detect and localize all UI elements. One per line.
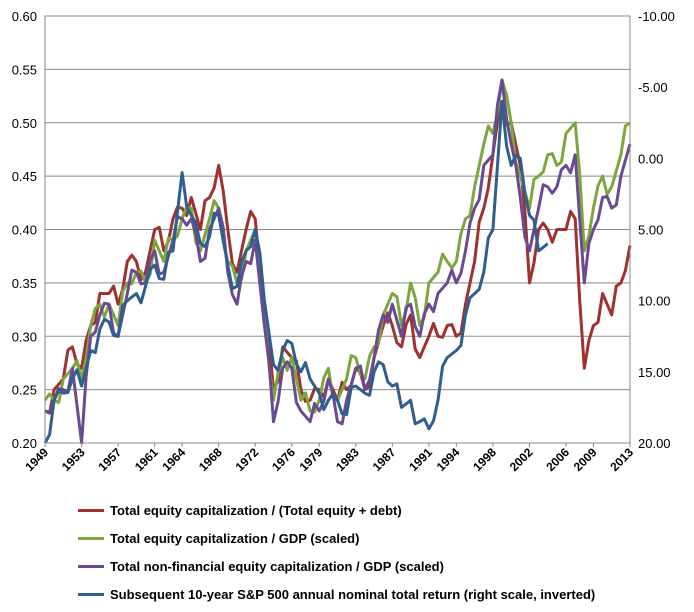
series-line-2 bbox=[43, 78, 631, 414]
legend-label: Subsequent 10-year S&P 500 annual nomina… bbox=[110, 586, 596, 602]
x-tick-label: 1983 bbox=[333, 445, 362, 474]
series-line-1 bbox=[44, 99, 632, 415]
legend-item-sp500-return: Subsequent 10-year S&P 500 annual nomina… bbox=[78, 580, 595, 608]
right-tick-label: -10.00 bbox=[638, 9, 675, 24]
right-tick-label: 10.00 bbox=[638, 294, 671, 309]
x-tick-label: 1968 bbox=[196, 445, 225, 474]
left-tick-label: 0.35 bbox=[12, 276, 37, 291]
left-tick-label: 0.50 bbox=[12, 116, 37, 131]
x-tick-label: 1953 bbox=[59, 445, 88, 474]
legend-label: Total non-financial equity capitalizatio… bbox=[110, 558, 444, 574]
series-line-3 bbox=[44, 78, 632, 445]
x-tick-label: 2013 bbox=[607, 445, 636, 474]
x-tick-label: 1976 bbox=[269, 445, 298, 474]
left-tick-label: 0.45 bbox=[12, 169, 37, 184]
left-tick-label: 0.25 bbox=[12, 383, 37, 398]
x-tick-label: 2009 bbox=[571, 445, 600, 474]
left-tick-label: 0.20 bbox=[12, 436, 37, 451]
x-tick-label: 1994 bbox=[434, 445, 463, 474]
x-tick-label: 1998 bbox=[470, 445, 499, 474]
x-tick-label: 2006 bbox=[543, 445, 572, 474]
x-tick-label: 1991 bbox=[406, 445, 435, 474]
legend-label: Total equity capitalization / GDP (scale… bbox=[110, 530, 360, 546]
x-tick-label: 1987 bbox=[370, 445, 399, 474]
grid-lines bbox=[45, 15, 630, 444]
plot-frame bbox=[44, 15, 631, 444]
x-tick-label: 1964 bbox=[159, 445, 188, 474]
legend-item-equity-gdp: Total equity capitalization / GDP (scale… bbox=[78, 524, 595, 552]
legend-swatch bbox=[78, 592, 104, 596]
right-tick-label: -5.00 bbox=[638, 80, 668, 95]
left-tick-label: 0.40 bbox=[12, 223, 37, 238]
series-lines bbox=[43, 78, 632, 445]
right-axis-ticks: 20.00 15.00 10.00 5.00 0.00 -5.00 -10.00 bbox=[638, 9, 675, 451]
legend: Total equity capitalization / (Total equ… bbox=[78, 496, 595, 608]
right-tick-label: 5.00 bbox=[638, 223, 663, 238]
legend-item-nonfinancial-gdp: Total non-financial equity capitalizatio… bbox=[78, 552, 595, 580]
x-tick-label: 1957 bbox=[95, 445, 124, 474]
series-line-4 bbox=[43, 99, 549, 444]
right-tick-label: 0.00 bbox=[638, 151, 663, 166]
left-tick-label: 0.30 bbox=[12, 329, 37, 344]
right-tick-label: 20.00 bbox=[638, 436, 671, 451]
x-tick-label: 1979 bbox=[297, 445, 326, 474]
x-tick-label: 2002 bbox=[507, 445, 536, 474]
legend-swatch bbox=[78, 536, 104, 540]
right-tick-label: 15.00 bbox=[638, 365, 671, 380]
legend-item-equity-total: Total equity capitalization / (Total equ… bbox=[78, 496, 595, 524]
legend-swatch bbox=[78, 564, 104, 568]
legend-label: Total equity capitalization / (Total equ… bbox=[110, 502, 402, 518]
left-tick-label: 0.55 bbox=[12, 62, 37, 77]
x-tick-label: 1961 bbox=[132, 445, 161, 474]
x-tick-label: 1972 bbox=[233, 445, 262, 474]
legend-swatch bbox=[78, 508, 104, 512]
left-tick-label: 0.60 bbox=[12, 9, 37, 24]
left-axis-ticks: 0.20 0.25 0.30 0.35 0.40 0.45 0.50 0.55 0.60 bbox=[12, 9, 37, 451]
